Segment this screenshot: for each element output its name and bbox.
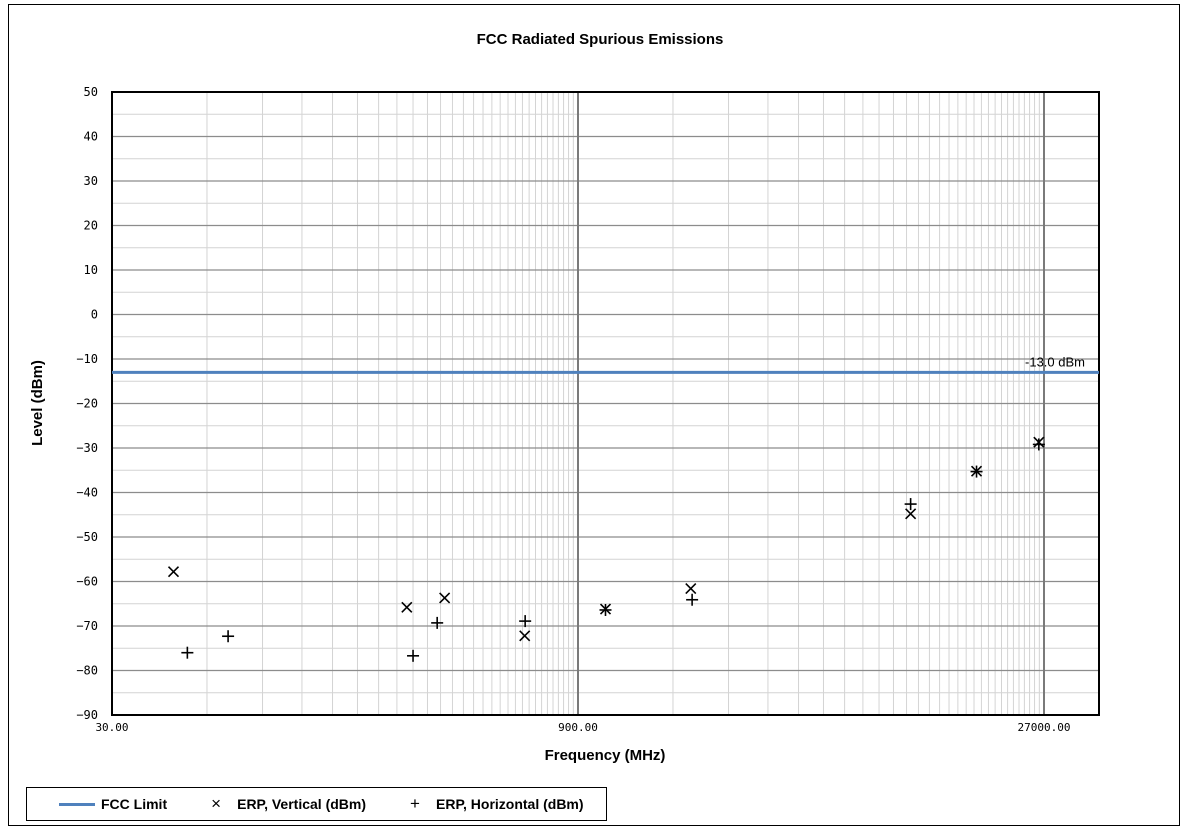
point-vertical bbox=[905, 508, 917, 520]
y-tick-label: −70 bbox=[76, 619, 98, 633]
chart-title: FCC Radiated Spurious Emissions bbox=[477, 31, 724, 48]
y-tick-label: −80 bbox=[76, 664, 98, 678]
point-horizontal bbox=[519, 615, 532, 628]
marker-stroke bbox=[905, 508, 917, 520]
y-tick-label: 10 bbox=[84, 263, 98, 277]
point-vertical bbox=[439, 592, 451, 604]
legend-marker-vertical: × bbox=[211, 794, 222, 813]
y-tick-label: 20 bbox=[84, 219, 98, 233]
point-vertical bbox=[167, 566, 180, 578]
point-horizontal bbox=[431, 616, 444, 629]
point-horizontal bbox=[970, 465, 983, 478]
marker-stroke bbox=[167, 566, 180, 578]
point-horizontal bbox=[599, 603, 612, 616]
point-horizontal bbox=[181, 646, 194, 659]
y-tick-label: 0 bbox=[91, 308, 98, 322]
x-tick-labels: 30.00 900.00 27000.00 bbox=[95, 721, 1070, 734]
x-tick-label: 30.00 bbox=[95, 721, 128, 734]
point-horizontal bbox=[222, 630, 235, 643]
legend-item-vertical: × ERP, Vertical (dBm) bbox=[207, 794, 366, 814]
legend-label-fcc-limit: FCC Limit bbox=[101, 796, 168, 812]
legend-line-swatch bbox=[59, 802, 95, 806]
point-horizontal bbox=[686, 593, 699, 606]
marker-stroke bbox=[439, 592, 451, 604]
legend-marker-horizontal: + bbox=[410, 794, 420, 813]
point-horizontal bbox=[904, 498, 917, 511]
legend-label-vertical: ERP, Vertical (dBm) bbox=[237, 796, 367, 812]
grid-major bbox=[111, 91, 1099, 716]
legend-label-horizontal: ERP, Horizontal (dBm) bbox=[436, 796, 584, 812]
y-tick-label: −10 bbox=[76, 352, 98, 366]
point-vertical bbox=[401, 601, 413, 613]
y-tick-label: 40 bbox=[84, 130, 98, 144]
point-vertical bbox=[685, 583, 697, 595]
y-tick-label: 30 bbox=[84, 174, 98, 188]
y-tick-labels: 50 40 30 20 10 0 −10 −20 −30 −40 −50 −60 −70 −80 −90 bbox=[76, 85, 98, 722]
point-horizontal bbox=[407, 649, 420, 662]
fcc-limit-label: -13.0 dBm bbox=[1025, 354, 1085, 369]
y-tick-label: −90 bbox=[76, 708, 98, 722]
point-horizontal bbox=[1032, 438, 1045, 451]
plot-border bbox=[111, 91, 1100, 716]
x-tick-label: 900.00 bbox=[558, 721, 598, 734]
marker-stroke bbox=[401, 601, 413, 613]
x-axis-title: Frequency (MHz) bbox=[545, 747, 666, 764]
y-tick-label: −30 bbox=[76, 441, 98, 455]
y-tick-label: −40 bbox=[76, 486, 98, 500]
y-tick-label: 50 bbox=[84, 85, 98, 99]
point-vertical bbox=[519, 630, 531, 642]
data-points bbox=[167, 436, 1045, 662]
legend: FCC Limit × ERP, Vertical (dBm) + ERP, H… bbox=[26, 787, 607, 821]
x-tick-label: 27000.00 bbox=[1018, 721, 1071, 734]
legend-item-fcc-limit: FCC Limit bbox=[59, 796, 167, 812]
y-tick-label: −20 bbox=[76, 397, 98, 411]
y-tick-label: −50 bbox=[76, 530, 98, 544]
y-axis-title: Level (dBm) bbox=[29, 360, 46, 446]
marker-stroke bbox=[519, 630, 531, 642]
y-tick-label: −60 bbox=[76, 575, 98, 589]
marker-stroke bbox=[685, 583, 697, 595]
legend-item-horizontal: + ERP, Horizontal (dBm) bbox=[406, 794, 584, 814]
chart-frame bbox=[8, 4, 1180, 826]
